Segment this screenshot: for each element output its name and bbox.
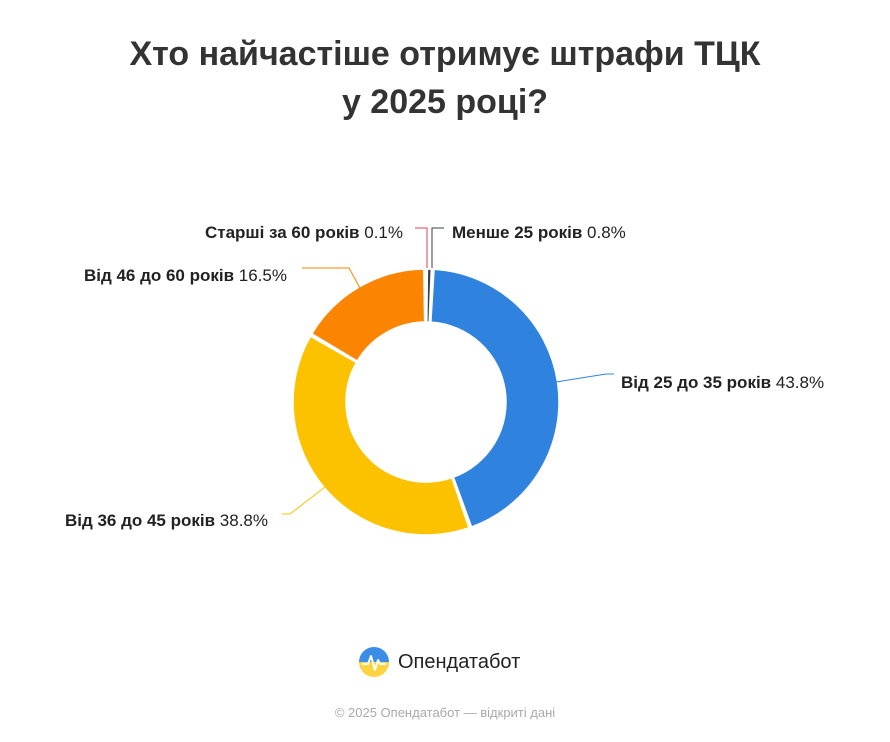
- slice-1: [426, 268, 433, 323]
- leader-line-2: [555, 373, 614, 383]
- footer-copyright: © 2025 Опендатабот — відкриті дані: [334, 705, 556, 720]
- brand: Опендатабот: [358, 645, 520, 679]
- data-label-3: Від 36 до 45 років 38.8%: [65, 511, 268, 530]
- opendatabot-logo-icon: [359, 647, 389, 677]
- data-label-value: 16.5%: [239, 266, 287, 285]
- data-label-value: 38.8%: [220, 511, 268, 530]
- chart-title-line1: Хто найчастіше отримує штрафи ТЦК: [129, 35, 761, 73]
- leader-line-5: [415, 227, 428, 268]
- data-label-category: Від 25 до 35 років: [621, 373, 776, 392]
- slice-3: [292, 335, 470, 536]
- chart-title: Хто найчастіше отримує штрафи ТЦК у 2025…: [0, 30, 890, 126]
- slice-4: [310, 268, 426, 363]
- data-label-1: Менше 25 років 0.8%: [452, 223, 626, 242]
- data-label-5: Старші за 60 років 0.1%: [205, 223, 403, 242]
- data-label-value: 0.1%: [364, 223, 403, 242]
- leader-line-4: [302, 267, 361, 289]
- data-label-value: 43.8%: [776, 373, 824, 392]
- slice-2: [430, 268, 560, 528]
- data-label-category: Від 46 до 60 років: [84, 266, 239, 285]
- leader-line-1: [431, 227, 444, 268]
- data-label-category: Менше 25 років: [452, 223, 587, 242]
- slice-5: [424, 268, 427, 323]
- data-label-2: Від 25 до 35 років 43.8%: [621, 373, 824, 392]
- brand-name: Опендатабот: [398, 650, 521, 673]
- data-label-category: Старші за 60 років: [205, 223, 364, 242]
- data-label-value: 0.8%: [587, 223, 626, 242]
- data-label-4: Від 46 до 60 років 16.5%: [84, 266, 287, 285]
- data-label-category: Від 36 до 45 років: [65, 511, 220, 530]
- chart-title-line2: у 2025 році?: [341, 83, 549, 121]
- leader-line-3: [282, 486, 326, 515]
